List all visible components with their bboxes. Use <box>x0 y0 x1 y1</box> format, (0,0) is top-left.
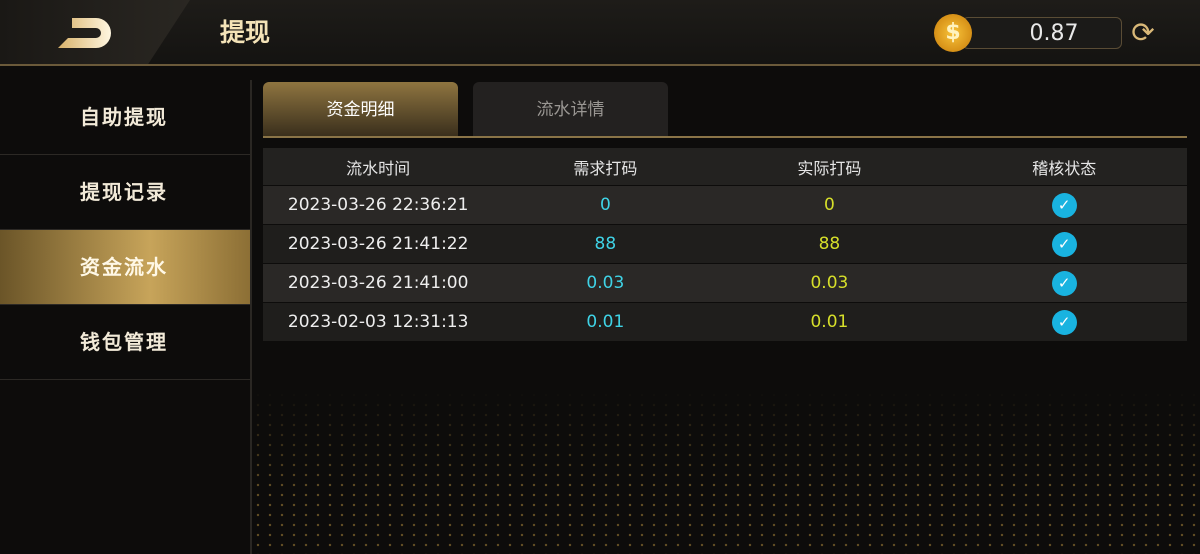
sidebar-item-fund-flow[interactable]: 资金流水 <box>0 230 250 305</box>
check-icon: ✓ <box>1051 309 1077 335</box>
table-header: 流水时间 需求打码 实际打码 稽核状态 <box>263 148 1187 186</box>
table-row: 2023-03-26 21:41:00 0.03 0.03 ✓ <box>263 264 1187 303</box>
sidebar: 自助提现 提现记录 资金流水 钱包管理 <box>0 80 252 554</box>
sidebar-item-self-withdraw[interactable]: 自助提现 <box>0 80 250 155</box>
header-status: 稽核状态 <box>1032 158 1097 178</box>
cell-required: 0.03 <box>586 273 625 293</box>
sidebar-item-withdraw-records[interactable]: 提现记录 <box>0 155 250 230</box>
cell-required: 88 <box>594 234 617 254</box>
header-time: 流水时间 <box>346 158 411 178</box>
cell-time: 2023-03-26 21:41:22 <box>287 234 469 254</box>
tab-flow-details[interactable]: 流水详情 <box>473 82 668 136</box>
header: 提现 0.87 $ ⟳ <box>0 0 1200 66</box>
tab-fund-details[interactable]: 资金明细 <box>263 82 458 136</box>
dollar-coin-icon: $ <box>934 14 972 52</box>
cell-actual: 0 <box>823 195 835 215</box>
back-arrow-icon[interactable] <box>58 16 112 50</box>
cell-time: 2023-03-26 21:41:00 <box>287 273 469 293</box>
balance-display: 0.87 <box>962 17 1122 49</box>
check-icon: ✓ <box>1051 192 1077 218</box>
cell-actual: 0.03 <box>810 273 849 293</box>
cell-time: 2023-02-03 12:31:13 <box>287 312 469 332</box>
cell-actual: 0.01 <box>810 312 849 332</box>
cell-actual: 88 <box>818 234 841 254</box>
cell-required: 0 <box>599 195 611 215</box>
cell-time: 2023-03-26 22:36:21 <box>287 195 469 215</box>
table-row: 2023-03-26 21:41:22 88 88 ✓ <box>263 225 1187 264</box>
check-icon: ✓ <box>1051 231 1077 257</box>
cell-required: 0.01 <box>586 312 625 332</box>
header-actual: 实际打码 <box>797 158 862 178</box>
sidebar-item-wallet[interactable]: 钱包管理 <box>0 305 250 380</box>
tab-divider <box>263 136 1187 138</box>
flow-table: 流水时间 需求打码 实际打码 稽核状态 2023-03-26 22:36:21 … <box>263 148 1187 342</box>
header-required: 需求打码 <box>573 158 638 178</box>
refresh-icon[interactable]: ⟳ <box>1131 16 1155 49</box>
table-row: 2023-03-26 22:36:21 0 0 ✓ <box>263 186 1187 225</box>
table-row: 2023-02-03 12:31:13 0.01 0.01 ✓ <box>263 303 1187 342</box>
check-icon: ✓ <box>1051 270 1077 296</box>
background-dots <box>252 390 1200 554</box>
page-title: 提现 <box>220 18 271 47</box>
